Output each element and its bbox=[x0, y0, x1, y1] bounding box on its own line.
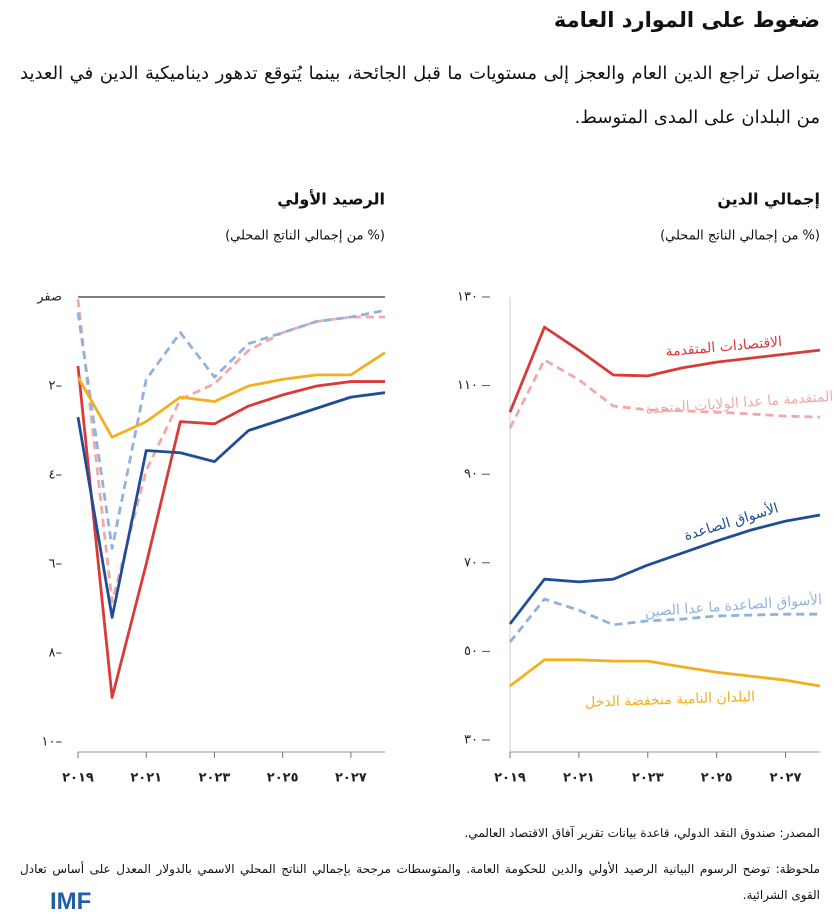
series-line bbox=[508, 513, 821, 625]
x-tick-label: ٢٠٢٣ bbox=[632, 771, 664, 786]
logo: IMF bbox=[50, 888, 92, 915]
y-tick-label: ١١٠ bbox=[457, 378, 478, 393]
chart-subtitle: (% من إجمالي الناتج المحلي) bbox=[225, 229, 385, 244]
y-tick-label: ٢– bbox=[49, 379, 62, 394]
series-line bbox=[76, 299, 385, 604]
x-tick-label: ٢٠٢٧ bbox=[335, 771, 367, 786]
x-tick-label: ٢٠٢١ bbox=[563, 771, 595, 786]
series-line bbox=[76, 391, 386, 619]
y-tick-label: صفر bbox=[36, 290, 62, 305]
y-tick-label: ٩٠ bbox=[464, 467, 478, 482]
series-line bbox=[76, 351, 386, 439]
y-tick-label: ٤– bbox=[49, 468, 62, 483]
y-tick-label: ١٣٠ bbox=[457, 290, 478, 305]
series-line bbox=[509, 658, 821, 688]
x-tick-label: ٢٠١٩ bbox=[62, 771, 94, 786]
x-tick-label: ٢٠٢٣ bbox=[199, 771, 231, 786]
y-tick-label: ٨– bbox=[49, 646, 62, 661]
page-subtitle: يتواصل تراجع الدين العام والعجز إلى مستو… bbox=[20, 63, 820, 128]
series-line bbox=[76, 365, 385, 699]
page-title: ضغوط على الموارد العامة bbox=[553, 8, 820, 32]
y-tick-label: ٣٠ bbox=[464, 733, 478, 748]
x-tick-label: ٢٠٢٧ bbox=[770, 771, 802, 786]
y-tick-label: ٧٠ bbox=[464, 555, 478, 570]
y-tick-label: ٥٠ bbox=[464, 644, 478, 659]
series-line bbox=[76, 308, 386, 550]
x-tick-label: ٢٠٢٥ bbox=[701, 771, 733, 786]
series-line bbox=[508, 325, 821, 413]
chart-title: إجمالي الدين bbox=[717, 190, 820, 210]
series-line bbox=[508, 358, 821, 429]
note: ملحوظة: توضح الرسوم البيانية الرصيد الأو… bbox=[20, 862, 820, 902]
y-tick-label: ١٠– bbox=[42, 735, 62, 750]
source: المصدر: صندوق النقد الدولي، قاعدة بيانات… bbox=[464, 826, 820, 840]
x-tick-label: ٢٠١٩ bbox=[494, 771, 526, 786]
x-tick-label: ٢٠٢١ bbox=[130, 771, 162, 786]
chart-subtitle: (% من إجمالي الناتج المحلي) bbox=[660, 229, 820, 244]
series-label: البلدان النامية منخفضة الدخل bbox=[585, 689, 755, 711]
x-tick-label: ٢٠٢٥ bbox=[267, 771, 299, 786]
y-tick-label: ٦– bbox=[49, 557, 62, 572]
chart-title: الرصيد الأولي bbox=[277, 190, 385, 210]
